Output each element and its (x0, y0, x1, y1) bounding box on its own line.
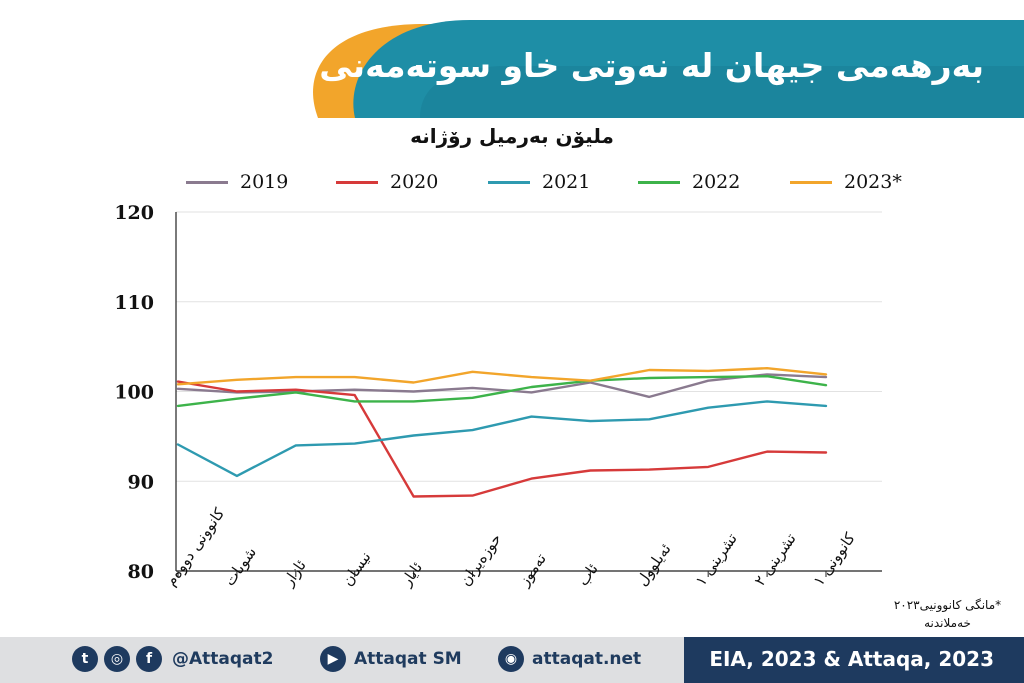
x-tick-label: تەموز (514, 550, 550, 590)
y-tick-label: 120 (114, 202, 154, 224)
twitter-icon[interactable]: t (72, 646, 98, 672)
legend-swatch (638, 180, 680, 184)
estimate-note: *مانگی کانوونیی٢٠٢٣ خەملاندنە (893, 598, 1002, 630)
youtube-icon[interactable]: ▶ (320, 646, 346, 672)
y-tick-label: 80 (128, 561, 154, 583)
twitter-handle[interactable]: @Attaqat2 (172, 649, 274, 669)
legend-item-2021: 2021 (488, 168, 590, 196)
facebook-icon[interactable]: f (136, 646, 162, 672)
legend-item-2019: 2019 (186, 168, 288, 196)
legend-label: 2023* (844, 171, 902, 193)
chart-subtitle: ملیۆن بەرمیل رۆژانە (410, 124, 614, 148)
legend-item-2020: 2020 (336, 168, 438, 196)
instagram-icon[interactable]: ◎ (104, 646, 130, 672)
x-tick-label: ئازار (279, 557, 310, 591)
x-tick-label: ئاب (574, 560, 602, 589)
x-tick-label: حوزەیران (456, 530, 505, 589)
x-tick-label: تشرینی ٢ (751, 530, 800, 589)
legend-swatch (790, 180, 832, 184)
legend-item-2023: 2023* (790, 168, 902, 196)
x-tick-label: تشرینی ١ (692, 530, 741, 589)
header-banner (313, 20, 1024, 118)
x-tick-label: ئایار (397, 559, 427, 590)
footer: t ◎ f @Attaqat2 ▶ Attaqat SM ◉ attaqat.n… (0, 637, 1024, 683)
y-tick-label: 90 (128, 471, 154, 493)
series-line-2020 (176, 380, 828, 498)
legend-label: 2019 (240, 171, 289, 193)
x-tick-label: ئەیلوول (633, 540, 675, 589)
page-title: بەرهەمی جیهان لە نەوتی خاو سوتەمەنی شل (245, 46, 984, 85)
legend-label: 2022 (692, 171, 741, 193)
series-line-2022 (176, 375, 828, 408)
x-tick-label: شوبات (220, 544, 260, 590)
series-line-2019 (176, 373, 828, 399)
web-icon[interactable]: ◉ (498, 646, 524, 672)
youtube-label[interactable]: Attaqat SM (354, 649, 462, 669)
y-tick-label: 100 (114, 382, 154, 404)
series-line-2023 (176, 367, 828, 386)
y-tick-label: 110 (114, 292, 154, 314)
legend-swatch (336, 180, 378, 184)
legend-swatch (488, 180, 530, 184)
legend-label: 2020 (390, 171, 439, 193)
footer-credit-panel: EIA, 2023 & Attaqa, 2023 (684, 637, 1024, 683)
x-tick-label: نیسان (338, 548, 374, 589)
x-tick-label: کانوونی دووەم (162, 504, 229, 589)
source-credit: EIA, 2023 & Attaqa, 2023 (709, 647, 994, 671)
website-link[interactable]: attaqat.net (532, 649, 642, 669)
legend-label: 2021 (542, 171, 591, 193)
x-tick-label: کانوونی ١ (810, 529, 860, 589)
series-line-2021 (176, 400, 828, 478)
legend-item-2022: 2022 (638, 168, 740, 196)
legend-swatch (186, 180, 228, 184)
